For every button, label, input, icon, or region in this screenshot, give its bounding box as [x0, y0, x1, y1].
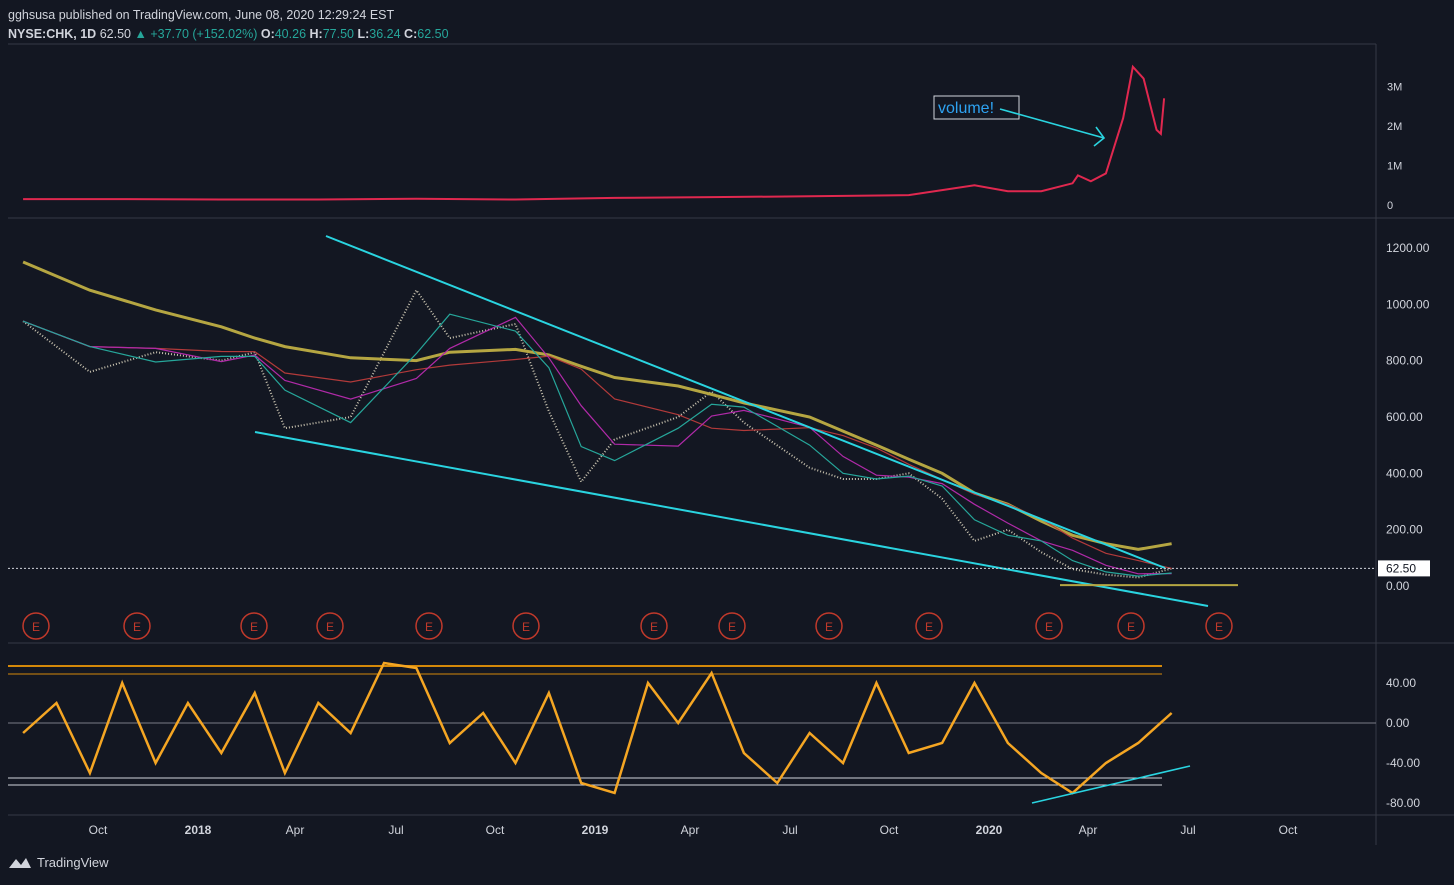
open-label: O: [260, 27, 275, 41]
high-label: H: [309, 27, 323, 41]
x-tick-label: Oct [880, 823, 899, 837]
publisher-line: gghsusa published on TradingView.com, Ju… [8, 8, 395, 22]
earnings-marker-icon [512, 612, 540, 640]
ema-20-line [22, 313, 1172, 577]
osc-trendline [1031, 765, 1191, 804]
osc-tick-label: 40.00 [1386, 676, 1416, 690]
earnings-marker-icon [316, 612, 344, 640]
earnings-marker-label: E [1215, 620, 1223, 634]
change-arrow-icon: ▲ [134, 27, 147, 41]
panel-frames [8, 43, 1454, 845]
symbol-name: NYSE:CHK, 1D [8, 27, 97, 41]
earnings-marker-icon [22, 612, 50, 640]
earnings-marker-label: E [925, 620, 933, 634]
close-value: 62.50 [417, 27, 449, 41]
volume-annotation: volume! [933, 95, 1106, 147]
open-value: 40.26 [274, 27, 307, 41]
price-tick-label: 600.00 [1386, 410, 1423, 424]
price-tick-label: 400.00 [1386, 466, 1423, 480]
x-tick-label: Apr [681, 823, 700, 837]
earnings-marker-label: E [825, 620, 833, 634]
x-tick-label: Oct [1279, 823, 1298, 837]
earnings-marker-icon [915, 612, 943, 640]
earnings-marker-icon [240, 612, 268, 640]
low-value: 36.24 [369, 27, 401, 41]
earnings-marker-label: E [1045, 620, 1053, 634]
earnings-marker-label: E [250, 620, 258, 634]
earnings-marker-icon [815, 612, 843, 640]
earnings-marker-label: E [1127, 620, 1135, 634]
earnings-marker-label: E [133, 620, 141, 634]
earnings-marker-label: E [650, 620, 658, 634]
symbol-line: NYSE:CHK, 1D 62.50 ▲ +37.70 (+152.02%) O… [8, 25, 449, 44]
earnings-marker-icon [1205, 612, 1233, 640]
tradingview-logo[interactable]: TradingView [8, 855, 109, 870]
axes: 3M 2M 1M 0 1200.00 1000.00 800.00 600.00 400.00 2… [89, 82, 1430, 837]
oscillator-panel [8, 661, 1376, 804]
price-tick-label: 1200.00 [1386, 241, 1430, 255]
earnings-marker-label: E [728, 620, 736, 634]
earnings-marker-label: E [425, 620, 433, 634]
price-tick-label: 200.00 [1386, 523, 1423, 537]
close-label: C: [404, 27, 418, 41]
change-value: +37.70 (+152.02%) [150, 27, 258, 41]
chart-header: gghsusa published on TradingView.com, Ju… [8, 6, 449, 44]
tradingview-brand: TradingView [37, 855, 109, 870]
earnings-marker-label: E [522, 620, 530, 634]
price-tick-label: 800.00 [1386, 354, 1423, 368]
volume-tick-label: 3M [1387, 82, 1402, 94]
volume-tick-label: 2M [1387, 121, 1402, 133]
earnings-marker-label: E [326, 620, 334, 634]
earnings-marker-icon [718, 612, 746, 640]
x-tick-label: 2020 [976, 823, 1003, 837]
earnings-marker-icon [415, 612, 443, 640]
last-price-badge-text: 62.50 [1386, 561, 1416, 575]
last-price-badge [1378, 560, 1430, 577]
x-tick-label: Apr [286, 823, 305, 837]
ema-50-line [22, 316, 1172, 575]
earnings-marker-label: E [32, 620, 40, 634]
tradingview-logo-icon [9, 857, 31, 868]
earnings-marker-icon [123, 612, 151, 640]
price-tick-label: 1000.00 [1386, 297, 1430, 311]
last-price: 62.50 [99, 27, 131, 41]
price-candles [22, 288, 1172, 579]
volume-panel [23, 64, 1166, 201]
price-tick-label: 0.00 [1386, 579, 1410, 593]
x-tick-label: Oct [486, 823, 505, 837]
osc-tick-label: 0.00 [1386, 716, 1410, 730]
x-tick-label: 2018 [185, 823, 212, 837]
earnings-marker-icon [640, 612, 668, 640]
volume-tick-label: 0 [1387, 200, 1393, 212]
x-tick-label: Jul [1180, 823, 1195, 837]
upper-trendline [325, 235, 1166, 569]
high-value: 77.50 [322, 27, 354, 41]
ema-200-line [22, 260, 1172, 551]
oscillator-line [22, 661, 1173, 795]
x-tick-label: 2019 [582, 823, 609, 837]
x-tick-label: Apr [1079, 823, 1098, 837]
lower-trendline [254, 431, 1209, 607]
osc-tick-label: -80.00 [1386, 796, 1420, 810]
earnings-marker-icon [1117, 612, 1145, 640]
earnings-marker-icon [1035, 612, 1063, 640]
x-tick-label: Jul [388, 823, 403, 837]
osc-tick-label: -40.00 [1386, 756, 1420, 770]
volume-tick-label: 1M [1387, 161, 1402, 173]
volume-line [23, 64, 1166, 201]
volume-annotation-text: volume! [938, 100, 994, 117]
low-label: L: [357, 27, 370, 41]
x-tick-label: Jul [782, 823, 797, 837]
symbol-info: NYSE:CHK, 1D [8, 27, 96, 41]
x-tick-label: Oct [89, 823, 108, 837]
